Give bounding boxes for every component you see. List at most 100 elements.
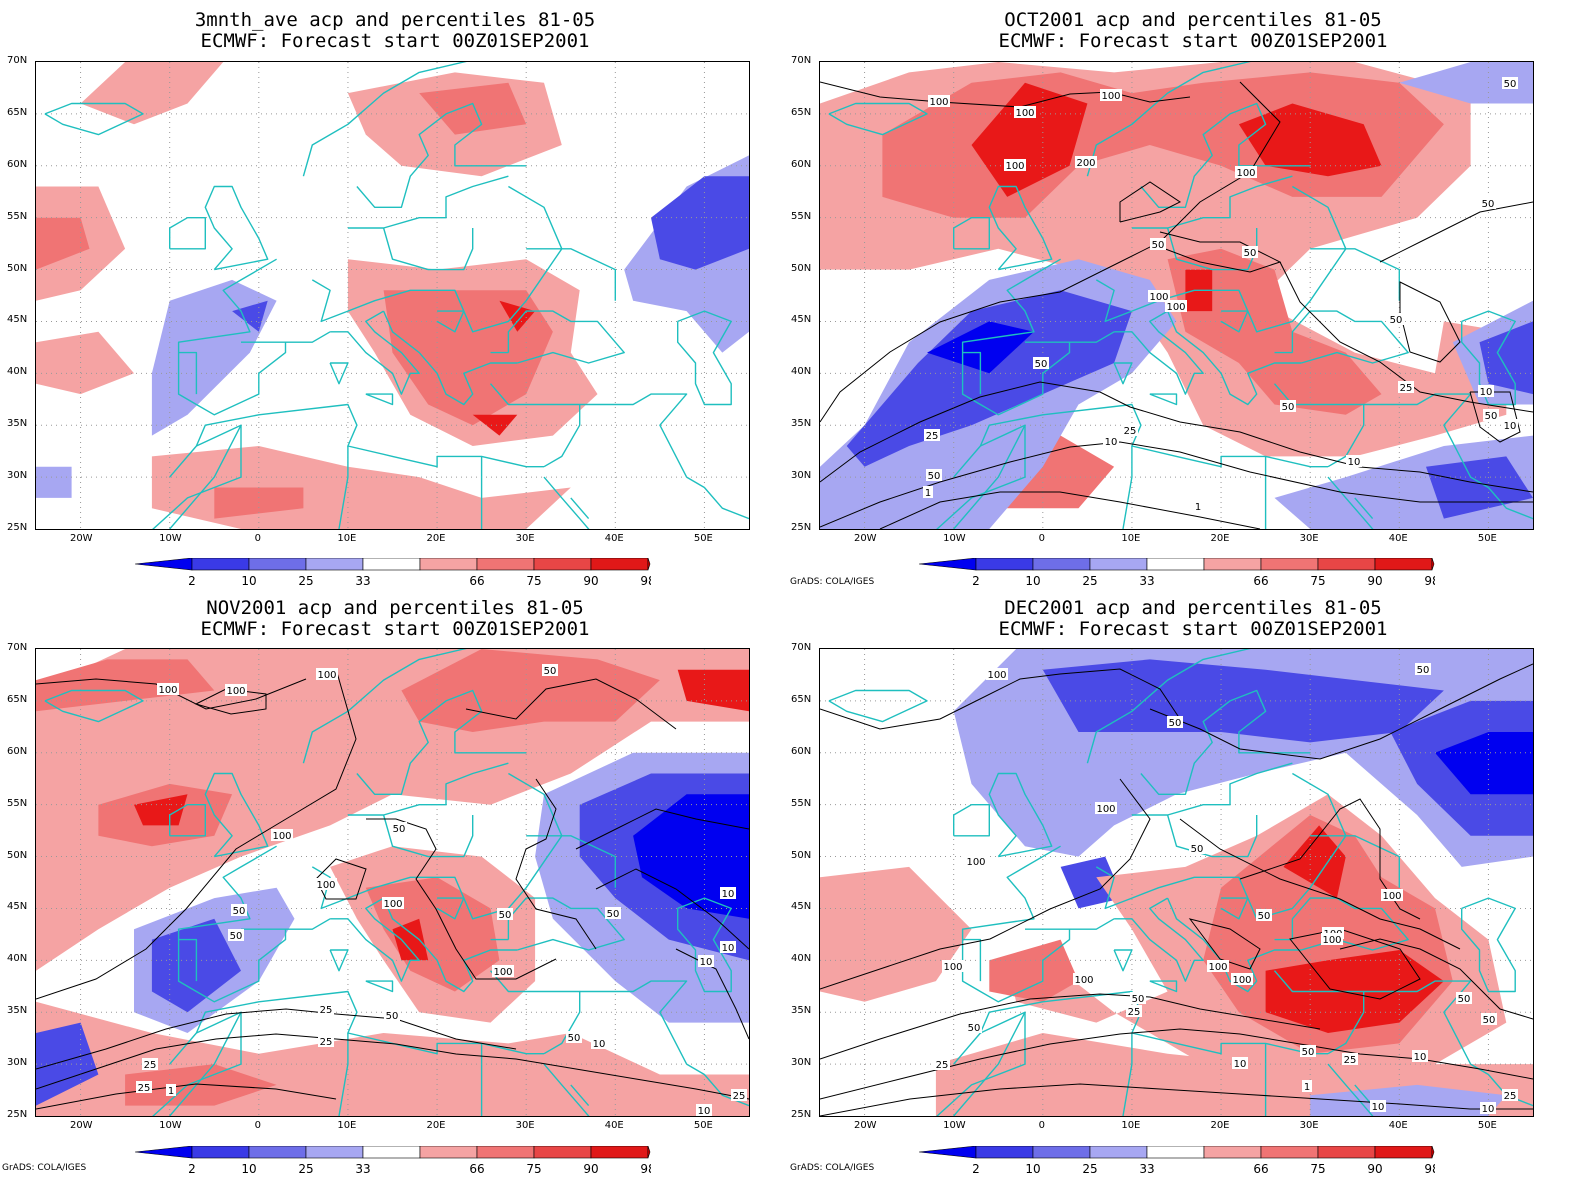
contour-label: 10	[700, 957, 713, 968]
lon-tick-label: 0	[254, 533, 261, 544]
percentile-shading-region	[36, 659, 215, 712]
colorbar-label: 75	[526, 574, 541, 588]
contour-label-bg	[1095, 802, 1117, 814]
precip-contour-line	[315, 858, 367, 900]
lat-tick-label: 55N	[791, 210, 812, 222]
contour-label-bg	[391, 822, 407, 834]
percentile-shading-region	[214, 487, 304, 519]
panel-title-line1: NOV2001 acp and percentiles 81-05	[206, 597, 584, 619]
coastline	[169, 804, 206, 837]
lon-tick-label: 30E	[1299, 1120, 1319, 1131]
coastline	[382, 897, 518, 993]
contour-label: 25	[320, 1005, 333, 1016]
contour-label: 10	[1105, 437, 1118, 448]
coastline	[1363, 980, 1472, 1065]
lat-tick-label: 65N	[791, 106, 812, 118]
contour-label-bg	[1300, 1045, 1316, 1057]
coastline	[953, 1011, 1026, 1116]
panel-title-line2: ECMWF: Forecast start 00Z01SEP2001	[998, 30, 1388, 52]
coastline	[961, 845, 1115, 1003]
contour-label-bg	[1502, 1089, 1518, 1101]
coastline	[828, 689, 928, 723]
contour-label: 50	[1191, 844, 1204, 855]
percentile-shading-region	[401, 649, 660, 732]
contour-label: 100	[987, 670, 1006, 681]
coastline	[962, 351, 982, 395]
contour-label-bg	[1207, 960, 1229, 972]
contour-label: 50	[386, 1011, 399, 1022]
panel-title-line2: ECMWF: Forecast start 00Z01SEP2001	[200, 30, 590, 52]
coastline	[1140, 689, 1311, 795]
percentile-shading-region	[36, 649, 749, 971]
contour-label: 10	[1234, 1059, 1247, 1070]
contour-label: 25	[320, 1037, 333, 1048]
contour-label: 50	[1035, 359, 1048, 370]
coastline	[338, 1033, 349, 1116]
colorbar-label: 90	[1367, 1162, 1382, 1176]
contour-label: 50	[1504, 79, 1517, 90]
percentile-shading-region	[134, 794, 188, 826]
contour-label-bg	[1232, 1057, 1248, 1069]
percentile-shading-region	[1426, 456, 1533, 519]
lon-tick-label: 10E	[1121, 533, 1141, 544]
lat-tick-label: 40N	[791, 953, 812, 965]
percentile-shading-region	[36, 1022, 99, 1106]
coastline	[382, 227, 474, 271]
coastline	[1114, 310, 1204, 395]
coastline	[1166, 814, 1258, 858]
contour-label-bg	[271, 829, 293, 841]
contour-label: 100	[272, 831, 291, 842]
lat-tick-label: 45N	[7, 901, 28, 913]
contour-label: 100	[1149, 292, 1168, 303]
coastline	[382, 310, 518, 406]
contour-label: 50	[1485, 411, 1498, 422]
contour-label-bg	[1100, 89, 1122, 101]
contour-label: 50	[393, 824, 406, 835]
lon-tick-label: 10E	[337, 533, 357, 544]
coastline	[1131, 175, 1293, 229]
lon-tick-label: 50E	[1477, 1120, 1497, 1131]
colorbar-label: 66	[1253, 1162, 1268, 1176]
colorbar-panel-3: 2 10 25 33 66 75 90 98	[134, 1145, 656, 1176]
lat-tick-label: 25N	[791, 1109, 812, 1120]
coastline	[1310, 835, 1400, 888]
percentile-shading-region	[1399, 62, 1533, 104]
contour-label: 100	[226, 686, 245, 697]
coastline	[962, 938, 982, 982]
contour-label: 50	[1258, 911, 1271, 922]
lon-tick-label: 10W	[159, 1120, 182, 1131]
panel-title-line1: OCT2001 acp and percentiles 81-05	[1004, 9, 1382, 31]
contour-label-bg	[605, 907, 621, 919]
contour-label: 100	[1382, 891, 1401, 902]
contour-label-bg	[924, 429, 940, 441]
lon-tick-label: 0	[1038, 1120, 1045, 1131]
contour-label: 100	[929, 97, 948, 108]
colorbar-segment	[590, 1145, 649, 1159]
map-3mnth-ave	[35, 61, 750, 530]
lon-tick-label: 20E	[426, 533, 446, 544]
lat-tick-label: 70N	[791, 55, 812, 66]
contour-label-bg	[1370, 1100, 1386, 1112]
contour-label: 10	[722, 889, 735, 900]
percentile-shading-region	[1060, 856, 1123, 909]
coastline	[1122, 446, 1133, 529]
contour-label: 10	[1372, 1102, 1385, 1113]
contour-label-bg	[1480, 1102, 1496, 1114]
coastline	[1461, 897, 1516, 993]
contour-label: 25	[1504, 1091, 1517, 1102]
colorbar-segment	[1146, 1145, 1205, 1159]
lat-tick-label: 35N	[7, 1005, 28, 1017]
precip-contour-line	[820, 668, 1181, 730]
contour-label-bg	[1165, 300, 1187, 312]
contour-label-bg	[731, 1089, 747, 1101]
contour-label-bg	[1122, 424, 1138, 436]
coastline	[1220, 310, 1249, 333]
colorbar-arrow-high	[1431, 1145, 1435, 1159]
percentile-shading-region	[820, 866, 972, 1002]
lat-tick-label: 55N	[7, 210, 28, 222]
colorbar-arrow-high	[647, 1145, 651, 1159]
contour-label: 50	[1282, 402, 1295, 413]
percentile-shading-region	[1479, 321, 1533, 395]
lon-tick-label: 40E	[1388, 1120, 1408, 1131]
colorbar-label: 25	[298, 1162, 313, 1176]
